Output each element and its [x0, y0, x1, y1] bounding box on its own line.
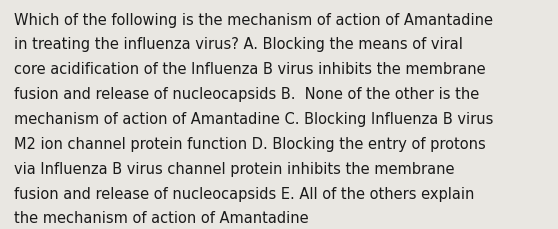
- Text: M2 ion channel protein function D. Blocking the entry of protons: M2 ion channel protein function D. Block…: [14, 136, 485, 151]
- Text: via Influenza B virus channel protein inhibits the membrane: via Influenza B virus channel protein in…: [14, 161, 454, 176]
- Text: the mechanism of action of Amantadine: the mechanism of action of Amantadine: [14, 210, 309, 225]
- Text: fusion and release of nucleocapsids B.  None of the other is the: fusion and release of nucleocapsids B. N…: [14, 87, 479, 102]
- Text: mechanism of action of Amantadine C. Blocking Influenza B virus: mechanism of action of Amantadine C. Blo…: [14, 112, 493, 126]
- Text: core acidification of the Influenza B virus inhibits the membrane: core acidification of the Influenza B vi…: [14, 62, 485, 77]
- Text: fusion and release of nucleocapsids E. All of the others explain: fusion and release of nucleocapsids E. A…: [14, 186, 474, 201]
- Text: in treating the influenza virus? A. Blocking the means of viral: in treating the influenza virus? A. Bloc…: [14, 37, 463, 52]
- Text: Which of the following is the mechanism of action of Amantadine: Which of the following is the mechanism …: [14, 13, 493, 27]
